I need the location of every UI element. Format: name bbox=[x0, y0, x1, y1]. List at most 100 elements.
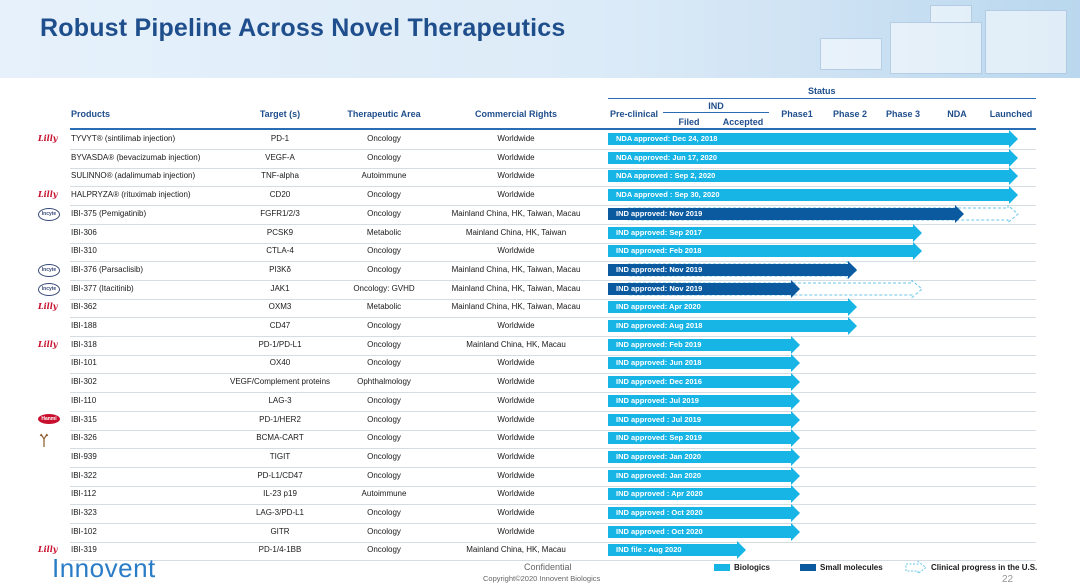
commercial-rights: Worldwide bbox=[497, 190, 535, 200]
target: BCMA-CART bbox=[256, 433, 304, 443]
col-products: Products bbox=[71, 109, 111, 119]
table-row: SULINNO® (adalimumab injection) TNF-alpha… bbox=[70, 167, 1036, 188]
commercial-rights: Worldwide bbox=[497, 433, 535, 443]
approval-status: NDA approved : Sep 30, 2020 bbox=[616, 190, 720, 200]
therapeutic-area: Oncology bbox=[367, 321, 401, 330]
commercial-rights: Worldwide bbox=[497, 451, 535, 461]
page-number: 22 bbox=[1002, 574, 1014, 585]
target: PD-1 bbox=[270, 134, 290, 143]
legend-small-molecules-swatch bbox=[800, 564, 816, 571]
legend-us-progress-arrow-icon bbox=[905, 561, 927, 574]
approval-status: NDA approved: Dec 24, 2018 bbox=[616, 134, 718, 143]
target: CD47 bbox=[269, 321, 291, 330]
approval-status: IND approved : Jul 2019 bbox=[616, 414, 702, 424]
target: TIGIT bbox=[269, 451, 291, 461]
us-progress-arrow bbox=[628, 279, 923, 298]
therapeutic-area: Metabolic bbox=[366, 227, 402, 237]
lilly-logo: Lilly bbox=[38, 301, 58, 312]
target: CD20 bbox=[269, 190, 291, 200]
therapeutic-area: Oncology bbox=[367, 339, 401, 349]
col-nda: NDA bbox=[947, 109, 967, 119]
col-phase2: Phase 2 bbox=[832, 109, 868, 119]
target: JAK1 bbox=[270, 283, 290, 293]
therapeutic-area: Autoimmune bbox=[361, 171, 407, 181]
target: VEGF-A bbox=[265, 152, 295, 162]
status-divider bbox=[608, 98, 1036, 99]
therapeutic-area: Oncology bbox=[367, 433, 401, 443]
commercial-rights: Mainland China, HK, Macau bbox=[466, 339, 566, 349]
col-preclinical: Pre-clinical bbox=[609, 109, 659, 119]
confidential-label: Confidential bbox=[524, 562, 572, 572]
header-banner: Robust Pipeline Across Novel Therapeutic… bbox=[0, 0, 1080, 78]
product-name: IBI-939 bbox=[71, 451, 97, 461]
target: PD-1/PD-L1 bbox=[258, 339, 302, 349]
table-row: IBI-319 PD-1/4-1BB Oncology Mainland China,… bbox=[70, 541, 1036, 562]
col-launched: Launched bbox=[989, 109, 1033, 119]
us-progress-arrow bbox=[628, 204, 1019, 223]
approval-status: NDA approved : Sep 2, 2020 bbox=[616, 171, 716, 181]
approval-status: IND approved: Jun 2018 bbox=[616, 358, 702, 368]
target: PD-1/HER2 bbox=[259, 414, 301, 424]
therapeutic-area: Oncology bbox=[367, 208, 401, 218]
copyright-text: Copyright©2020 Innovent Biologics bbox=[483, 574, 601, 583]
commercial-rights: Worldwide bbox=[497, 377, 535, 387]
product-name: IBI-376 (Parsaclisib) bbox=[71, 264, 144, 274]
table-row: HALPRYZA® (rituximab injection) CD20 Oncol… bbox=[70, 186, 1036, 207]
commercial-rights: Worldwide bbox=[497, 246, 535, 256]
target: OXM3 bbox=[268, 302, 292, 312]
approval-status: IND approved: Nov 2019 bbox=[616, 283, 703, 293]
hanmi-logo: Hanmi bbox=[38, 413, 60, 424]
target: PD-L1/CD47 bbox=[257, 470, 303, 480]
approval-status: IND approved: Nov 2019 bbox=[616, 264, 703, 274]
legend-us-progress-label: Clinical progress in the U.S. bbox=[931, 563, 1038, 572]
table-row: IBI-326 BCMA-CART Oncology Worldwide IND app… bbox=[70, 429, 1036, 450]
commercial-rights: Worldwide bbox=[497, 470, 535, 480]
therapeutic-area: Oncology bbox=[367, 190, 401, 200]
product-name: IBI-188 bbox=[71, 321, 97, 330]
table-row: TYVYT® (sintilimab injection) PD-1 Oncolog… bbox=[70, 130, 1036, 150]
approval-status: IND approved: Jan 2020 bbox=[616, 470, 702, 480]
col-target: Target (s) bbox=[259, 109, 301, 119]
target: GITR bbox=[270, 526, 290, 536]
product-name: IBI-319 bbox=[71, 545, 97, 555]
approval-status: IND approved: Feb 2018 bbox=[616, 246, 702, 256]
approval-status: IND approved: Sep 2017 bbox=[616, 227, 702, 237]
table-row: IBI-362 OXM3 Metabolic Mainland China, HK, … bbox=[70, 298, 1036, 319]
lilly-logo: Lilly bbox=[38, 133, 58, 143]
page-title: Robust Pipeline Across Novel Therapeutic… bbox=[40, 14, 566, 42]
product-name: IBI-318 bbox=[71, 339, 97, 349]
header-rule bbox=[70, 128, 1036, 130]
therapeutic-area: Oncology bbox=[367, 414, 401, 424]
table-row: IBI-323 LAG-3/PD-L1 Oncology Worldwide IND a… bbox=[70, 504, 1036, 524]
approval-status: IND approved: Feb 2019 bbox=[616, 339, 702, 349]
table-row: IBI-101 OX40 Oncology Worldwide IND approved… bbox=[70, 354, 1036, 375]
col-commercial-rights: Commercial Rights bbox=[474, 109, 558, 119]
product-name: IBI-362 bbox=[71, 302, 97, 312]
therapeutic-area: Metabolic bbox=[366, 302, 402, 312]
col-phase1: Phase1 bbox=[781, 109, 813, 119]
therapeutic-area: Oncology bbox=[367, 152, 401, 162]
product-name: IBI-102 bbox=[71, 526, 97, 536]
commercial-rights: Worldwide bbox=[497, 152, 535, 162]
target: PCSK9 bbox=[266, 227, 294, 237]
therapeutic-area: Oncology bbox=[367, 508, 401, 517]
commercial-rights: Worldwide bbox=[497, 489, 535, 499]
product-name: BYVASDA® (bevacizumab injection) bbox=[71, 152, 201, 162]
commercial-rights: Worldwide bbox=[497, 395, 535, 405]
commercial-rights: Mainland China, HK, Macau bbox=[466, 545, 566, 555]
status-header: Status bbox=[808, 86, 836, 96]
legend-biologics-label: Biologics bbox=[734, 563, 771, 572]
target: OX40 bbox=[269, 358, 291, 368]
product-name: IBI-302 bbox=[71, 377, 97, 387]
col-therapeutic-area: Therapeutic Area bbox=[347, 109, 421, 119]
incyte-logo: Incyte bbox=[38, 282, 60, 296]
commercial-rights: Mainland China, HK, Taiwan, Macau bbox=[451, 208, 581, 218]
approval-status: IND approved: Sep 2019 bbox=[616, 433, 702, 443]
commercial-rights: Mainland China, HK, Taiwan, Macau bbox=[451, 302, 581, 312]
therapeutic-area: Oncology bbox=[367, 264, 401, 274]
lilly-logo: Lilly bbox=[38, 189, 58, 200]
building-image bbox=[780, 0, 1080, 78]
table-row: IBI-306 PCSK9 Metabolic Mainland China, HK,… bbox=[70, 223, 1036, 244]
commercial-rights: Mainland China, HK, Taiwan, Macau bbox=[451, 264, 581, 274]
product-name: IBI-110 bbox=[71, 395, 97, 405]
